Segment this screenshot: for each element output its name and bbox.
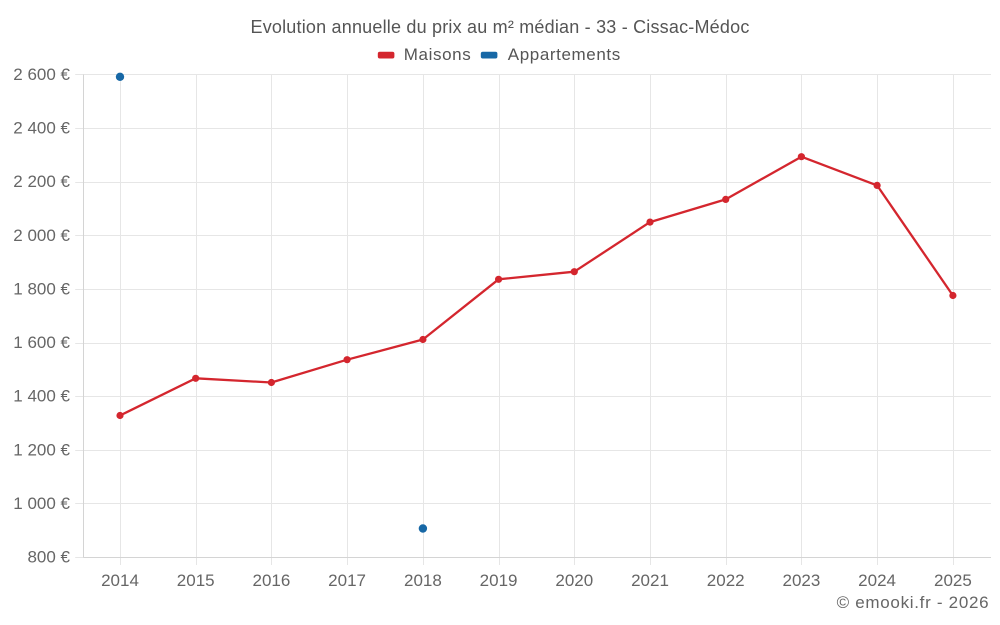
svg-text:2021: 2021 bbox=[631, 571, 669, 590]
svg-text:2025: 2025 bbox=[934, 571, 972, 590]
svg-text:2022: 2022 bbox=[707, 571, 745, 590]
svg-text:2015: 2015 bbox=[177, 571, 215, 590]
svg-text:800 €: 800 € bbox=[27, 548, 70, 567]
svg-text:2019: 2019 bbox=[480, 571, 518, 590]
svg-text:© emooki.fr - 2026: © emooki.fr - 2026 bbox=[837, 593, 990, 612]
svg-text:2 600 €: 2 600 € bbox=[13, 65, 70, 84]
svg-text:2024: 2024 bbox=[858, 571, 896, 590]
svg-text:1 200 €: 1 200 € bbox=[13, 440, 70, 459]
svg-text:1 400 €: 1 400 € bbox=[13, 387, 70, 406]
svg-text:2 400 €: 2 400 € bbox=[13, 119, 70, 138]
svg-text:2018: 2018 bbox=[404, 571, 442, 590]
svg-text:Evolution annuelle du prix au: Evolution annuelle du prix au m² médian … bbox=[250, 17, 749, 37]
svg-text:1 600 €: 1 600 € bbox=[13, 333, 70, 352]
svg-text:1 800 €: 1 800 € bbox=[13, 279, 70, 298]
svg-text:2014: 2014 bbox=[101, 571, 139, 590]
svg-text:2017: 2017 bbox=[328, 571, 366, 590]
svg-text:2023: 2023 bbox=[782, 571, 820, 590]
svg-text:2 200 €: 2 200 € bbox=[13, 172, 70, 191]
svg-text:2 000 €: 2 000 € bbox=[13, 226, 70, 245]
svg-text:1 000 €: 1 000 € bbox=[13, 494, 70, 513]
svg-text:2016: 2016 bbox=[252, 571, 290, 590]
svg-text:Appartements: Appartements bbox=[508, 45, 621, 64]
svg-text:Maisons: Maisons bbox=[404, 45, 472, 64]
svg-text:2020: 2020 bbox=[555, 571, 593, 590]
